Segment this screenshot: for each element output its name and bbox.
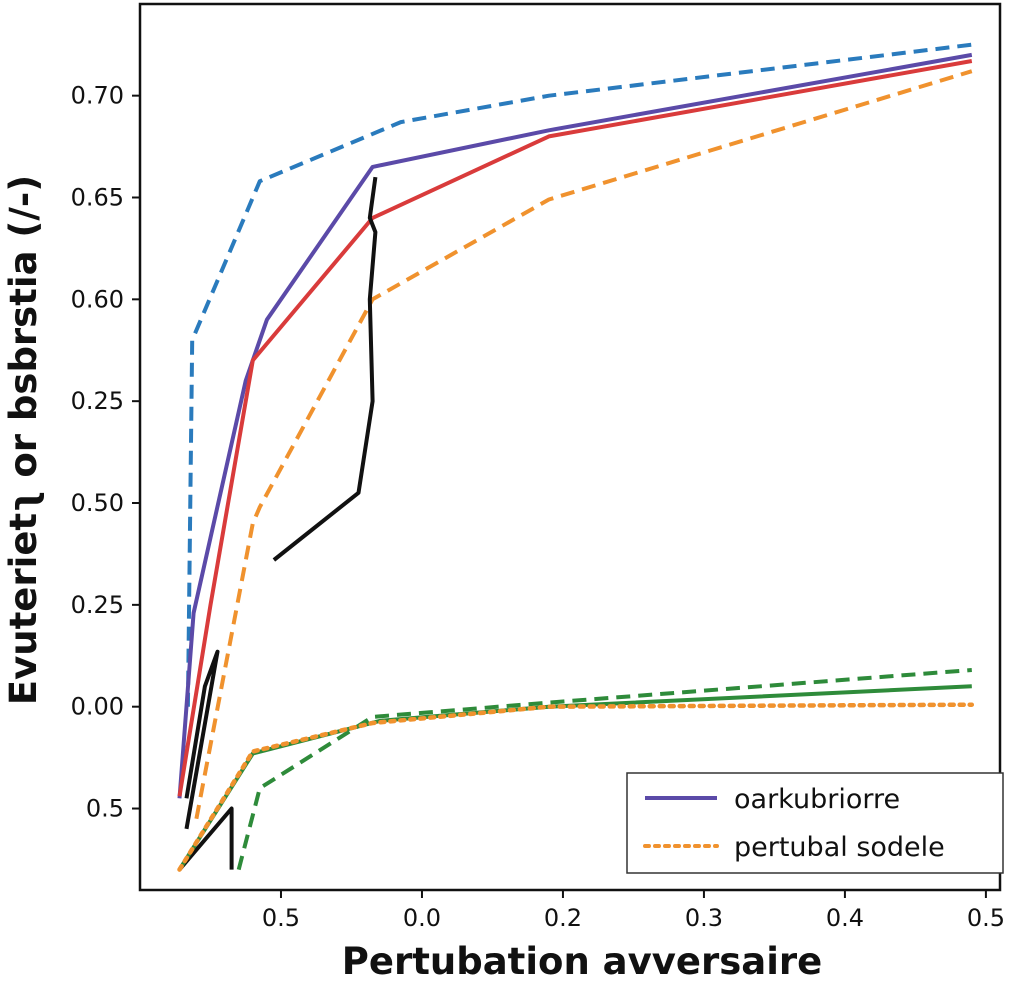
x-tick-label: 0.3 [685,904,723,932]
x-tick-label: 0.4 [826,904,864,932]
x-axis: 0.5 0.0 0.2 0.3 0.4 0.5 [262,890,1005,932]
x-tick-label: 0.5 [262,904,300,932]
x-tick-label: 0.2 [544,904,582,932]
legend: oarkubriorre pertubal sodele [626,772,1004,874]
y-tick-label: 0.5 [86,795,124,823]
series-line-orange-dotted [177,702,975,872]
x-axis-title: Pertubation avversaire [342,940,823,983]
series-line-orange-dashed [194,69,973,820]
x-tick-label: 0.0 [403,904,441,932]
series-line-purple-solid [177,52,973,799]
series-line-green-dashed [236,668,972,871]
y-axis: 0.70 0.65 0.60 0.25 0.50 0.25 0.00 0.5 [71,82,140,823]
legend-box [626,772,1004,874]
y-tick-label: 0.00 [71,693,124,721]
y-tick-label: 0.25 [71,387,124,415]
y-axis-title: Evuterietʅ or bsbrstia (/-) [2,175,45,705]
y-tick-label: 0.70 [71,82,124,110]
series-layer [177,42,975,872]
legend-label-pertubal-sodele: pertubal sodele [734,832,945,863]
legend-label-oarkubriorre: oarkubriorre [734,784,900,815]
plot-frame [138,2,1002,892]
series-line-black-solid-short [177,806,234,871]
series-line-blue-dashed [185,42,973,707]
y-tick-label: 0.65 [71,183,124,211]
y-tick-label: 0.50 [71,489,124,517]
series-line-black-solid [184,649,220,830]
series-line-red-solid [177,59,973,797]
x-tick-label: 0.5 [967,904,1005,932]
series-line-black-solid-vertical [272,176,378,562]
y-tick-label: 0.25 [71,591,124,619]
y-tick-label: 0.60 [71,285,124,313]
